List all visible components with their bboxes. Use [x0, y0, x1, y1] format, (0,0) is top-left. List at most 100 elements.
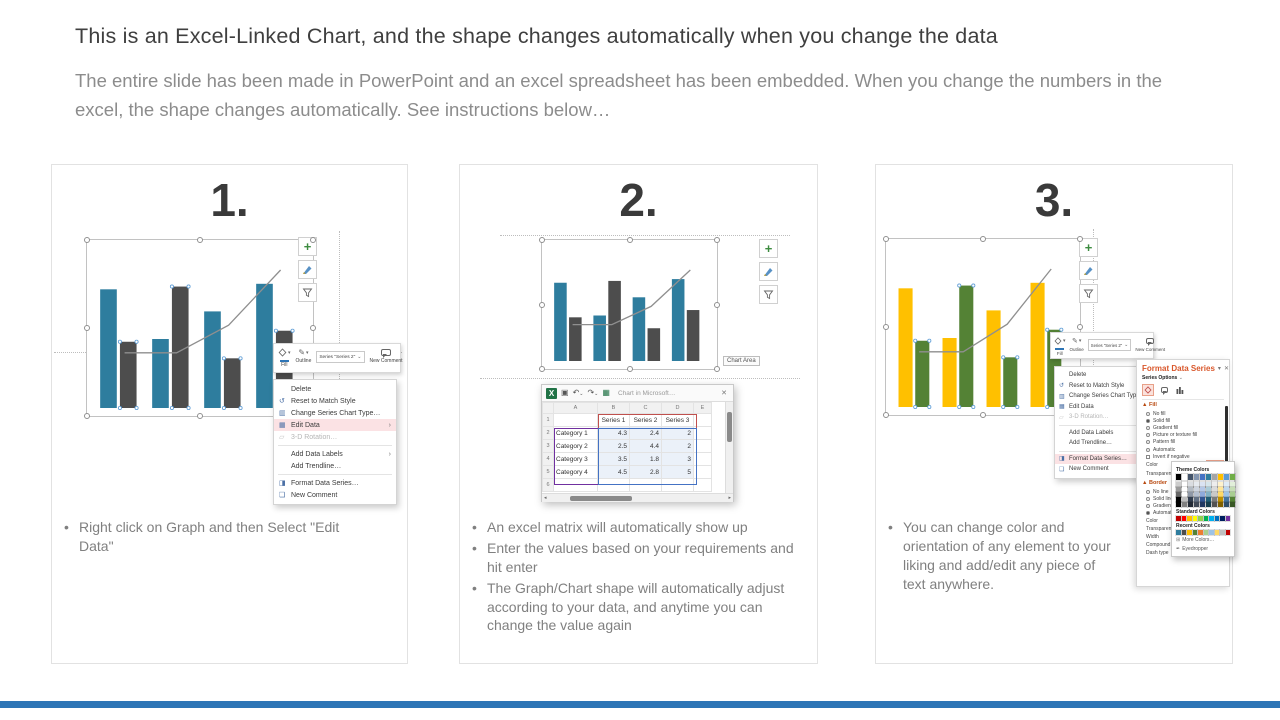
chevron-down-icon[interactable]: ▾: [1217, 366, 1221, 372]
sheet-cell[interactable]: 5: [661, 465, 694, 479]
color-swatch[interactable]: [1219, 515, 1226, 522]
menu-item-format-data-series[interactable]: ◨ Format Data Series…: [1055, 453, 1149, 464]
selection-handle[interactable]: [626, 237, 633, 243]
color-swatch[interactable]: [1181, 473, 1188, 481]
sheet-cell[interactable]: 3: [661, 452, 694, 466]
selection-handle[interactable]: [1077, 236, 1083, 242]
series-selector-dropdown[interactable]: Series "Series 2" ⌄: [316, 351, 365, 363]
option-gradient-line[interactable]: Gradient line: [1142, 503, 1224, 510]
color-swatch[interactable]: [1224, 515, 1231, 522]
color-swatch[interactable]: [1175, 491, 1182, 498]
menu-item-reset-to-match-style[interactable]: ↺ Reset to Match Style: [274, 395, 396, 407]
color-swatch[interactable]: [1211, 486, 1218, 493]
color-swatch[interactable]: [1213, 515, 1220, 522]
border-section-header[interactable]: ▲ Border: [1142, 480, 1168, 487]
sheet-cell[interactable]: [597, 478, 630, 492]
menu-item-3-d-rotation[interactable]: ▱ 3-D Rotation…: [274, 431, 396, 443]
selection-handle[interactable]: [980, 412, 986, 418]
scrollbar-thumb[interactable]: [727, 412, 732, 442]
fill-button[interactable]: ▾ Fill: [1054, 335, 1066, 356]
option-no-line[interactable]: No line: [1142, 488, 1224, 495]
option-automatic[interactable]: Automatic: [1142, 446, 1224, 453]
color-swatch[interactable]: [1197, 529, 1204, 536]
menu-item-delete[interactable]: Delete: [274, 383, 396, 395]
sheet-cell[interactable]: [693, 413, 712, 427]
color-swatch[interactable]: [1211, 473, 1218, 481]
selection-handle[interactable]: [539, 301, 545, 308]
color-swatch[interactable]: [1199, 481, 1206, 488]
selection-handle[interactable]: [714, 301, 720, 308]
color-swatch[interactable]: [1208, 529, 1215, 536]
color-swatch[interactable]: [1187, 486, 1194, 493]
color-swatch[interactable]: [1205, 486, 1212, 493]
color-swatch[interactable]: [1187, 496, 1194, 503]
color-swatch[interactable]: [1219, 529, 1226, 536]
chart-filters-button[interactable]: [298, 283, 317, 302]
fill-line-tab[interactable]: [1142, 384, 1154, 396]
color-swatch[interactable]: [1217, 473, 1224, 481]
color-swatch[interactable]: [1223, 481, 1230, 488]
color-swatch[interactable]: [1181, 496, 1188, 503]
sheet-cell[interactable]: [553, 478, 598, 492]
option-gradient-fill[interactable]: Gradient fill: [1142, 424, 1224, 431]
color-swatch[interactable]: [1187, 473, 1194, 481]
row-header-2[interactable]: 2: [542, 426, 554, 440]
menu-item-edit-data[interactable]: ▦Edit Data›: [1055, 402, 1149, 413]
color-swatch[interactable]: [1229, 491, 1236, 498]
row-header-6[interactable]: 6: [542, 478, 554, 492]
sheet-cell[interactable]: [553, 413, 598, 427]
sheet-cell[interactable]: [693, 426, 712, 440]
undo-icon[interactable]: ↶⌄: [572, 388, 584, 397]
horizontal-scrollbar[interactable]: ◂ ▸: [542, 493, 733, 502]
color-swatch[interactable]: [1223, 491, 1230, 498]
color-swatch[interactable]: [1223, 486, 1230, 493]
color-swatch[interactable]: [1175, 481, 1182, 488]
color-swatch[interactable]: [1205, 491, 1212, 498]
option-invert-if-negative[interactable]: Invert if negative: [1142, 453, 1224, 460]
outline-button[interactable]: ✎ ▾ Outline: [296, 347, 312, 365]
chart-filters-button[interactable]: [1079, 284, 1098, 303]
menu-item-change-series-chart-type[interactable]: ▥ Change Series Chart Type…: [274, 407, 396, 419]
menu-item-change-series-chart-type[interactable]: ▥ Change Series Chart Type…: [1055, 391, 1149, 402]
color-swatch[interactable]: [1180, 529, 1187, 536]
option-picture-or-texture-fill[interactable]: Picture or texture fill: [1142, 432, 1224, 439]
color-swatch[interactable]: [1223, 501, 1230, 508]
color-swatch[interactable]: [1229, 473, 1236, 481]
sheet-cell[interactable]: [629, 478, 662, 492]
color-swatch[interactable]: [1175, 529, 1182, 536]
color-swatch[interactable]: [1175, 473, 1182, 481]
menu-item-reset-to-match-style[interactable]: ↺ Reset to Match Style: [1055, 381, 1149, 392]
color-swatch[interactable]: [1208, 515, 1215, 522]
menu-item-format-data-series[interactable]: ◨ Format Data Series…: [274, 477, 396, 489]
color-swatch[interactable]: [1187, 501, 1194, 508]
color-swatch[interactable]: [1193, 486, 1200, 493]
selection-handle[interactable]: [310, 237, 316, 243]
sheet-cell[interactable]: 4.4: [629, 439, 662, 453]
selection-handle[interactable]: [84, 413, 90, 419]
menu-item-add-trendline[interactable]: Add Trendline…: [1055, 438, 1149, 449]
new-comment-button[interactable]: New Comment: [370, 347, 403, 365]
selection-handle[interactable]: [84, 237, 90, 243]
color-swatch[interactable]: [1199, 501, 1206, 508]
sheet-cell[interactable]: 2.5: [597, 439, 630, 453]
save-icon[interactable]: ▣: [561, 388, 569, 397]
sheet-cell[interactable]: Category 4: [553, 465, 598, 479]
color-swatch[interactable]: [1211, 501, 1218, 508]
color-swatch[interactable]: [1217, 496, 1224, 503]
color-swatch[interactable]: [1187, 481, 1194, 488]
effects-tab[interactable]: [1158, 384, 1170, 396]
column-header-B[interactable]: B: [597, 402, 630, 414]
color-swatch[interactable]: [1193, 501, 1200, 508]
selection-handle[interactable]: [980, 236, 986, 242]
column-header-E[interactable]: E: [693, 402, 712, 414]
color-swatch[interactable]: [1223, 496, 1230, 503]
selection-handle[interactable]: [626, 366, 633, 372]
sheet-cell[interactable]: [693, 478, 712, 492]
sheet-cell[interactable]: Series 2: [629, 413, 662, 427]
color-swatch[interactable]: [1199, 473, 1206, 481]
color-swatch[interactable]: [1191, 515, 1198, 522]
selection-handle[interactable]: [539, 366, 545, 372]
row-header-4[interactable]: 4: [542, 452, 554, 466]
sheet-cell[interactable]: 2.4: [629, 426, 662, 440]
chart-filters-button[interactable]: [759, 285, 778, 304]
